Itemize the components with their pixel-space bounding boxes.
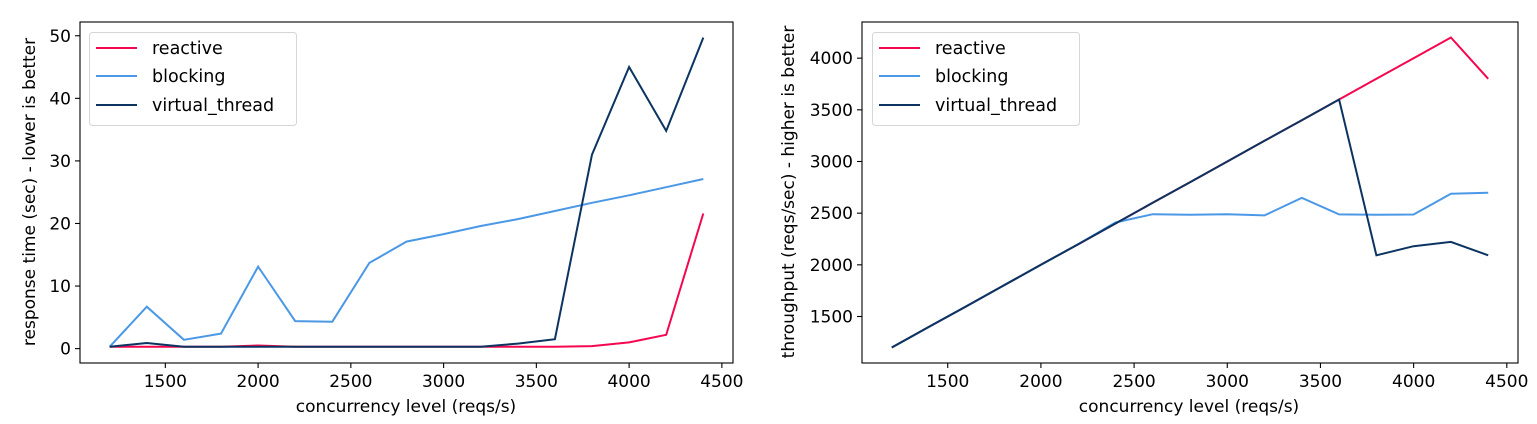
x-tick-label: 2500 xyxy=(1112,372,1155,392)
x-tick-label: 1500 xyxy=(144,372,187,392)
y-tick-label: 0 xyxy=(60,340,71,360)
legend-label-blocking: blocking xyxy=(935,67,1009,87)
y-tick-label: 4000 xyxy=(810,49,853,69)
throughput-plot-frame xyxy=(861,21,1519,364)
response-time-plot-frame xyxy=(79,21,734,364)
x-tick-label: 3000 xyxy=(422,372,465,392)
response-time-y-label: response time (sec) - lower is better xyxy=(20,38,40,346)
x-tick-label: 2000 xyxy=(236,372,279,392)
x-tick-label: 4000 xyxy=(1392,372,1435,392)
throughput-series xyxy=(891,36,1489,349)
x-tick-label: 2500 xyxy=(329,372,372,392)
legend-label-virtual-thread: virtual_thread xyxy=(935,96,1057,116)
x-tick-label: 4500 xyxy=(700,372,743,392)
throughput-y-label: throughput (reqs/sec) - higher is better xyxy=(779,26,799,359)
series-line-blocking xyxy=(108,178,704,348)
response-time-x-ticks: 1500 2000 2500 3000 3500 4000 4500 xyxy=(144,363,744,392)
legend-label-reactive: reactive xyxy=(152,39,223,59)
response-time-series xyxy=(108,37,705,348)
y-tick-label: 3000 xyxy=(810,153,853,173)
throughput-legend: reactive blocking virtual_thread xyxy=(872,32,1080,126)
y-tick-label: 40 xyxy=(49,89,71,109)
throughput-chart: 1500 2000 2500 3000 3500 4000 4500 1500 2000 250… xyxy=(779,21,1528,417)
throughput-y-ticks: 1500 2000 2500 3000 3500 4000 xyxy=(810,49,862,328)
x-tick-label: 3500 xyxy=(515,372,558,392)
legend-label-virtual-thread: virtual_thread xyxy=(152,96,274,116)
x-tick-label: 3000 xyxy=(1206,372,1249,392)
y-tick-label: 1500 xyxy=(810,308,853,328)
series-line-virtual-thread xyxy=(109,37,705,348)
legend-box xyxy=(872,32,1080,126)
y-tick-label: 2500 xyxy=(810,204,853,224)
y-tick-label: 50 xyxy=(49,27,71,47)
series-line-reactive xyxy=(109,213,705,348)
legend-label-blocking: blocking xyxy=(152,67,226,87)
y-tick-label: 2000 xyxy=(810,256,853,276)
y-tick-label: 10 xyxy=(49,277,71,297)
throughput-x-ticks: 1500 2000 2500 3000 3500 4000 4500 xyxy=(926,363,1528,392)
x-tick-label: 4000 xyxy=(607,372,650,392)
response-time-legend: reactive blocking virtual_thread xyxy=(89,32,297,126)
throughput-x-label: concurrency level (reqs/s) xyxy=(1079,397,1299,417)
response-time-chart: 1500 2000 2500 3000 3500 4000 4500 0 10 20 30 40 50… xyxy=(20,21,744,417)
x-tick-label: 1500 xyxy=(926,372,969,392)
legend-label-reactive: reactive xyxy=(935,39,1006,59)
y-tick-label: 30 xyxy=(49,152,71,172)
response-time-x-label: concurrency level (reqs/s) xyxy=(296,397,516,417)
x-tick-label: 4500 xyxy=(1485,372,1528,392)
x-tick-label: 3500 xyxy=(1299,372,1342,392)
legend-box xyxy=(89,32,297,126)
y-tick-label: 20 xyxy=(49,214,71,234)
series-line-virtual-thread xyxy=(891,97,1489,349)
x-tick-label: 2000 xyxy=(1019,372,1062,392)
response-time-y-ticks: 0 10 20 30 40 50 xyxy=(49,27,80,360)
y-tick-label: 3500 xyxy=(810,101,853,121)
series-line-blocking xyxy=(891,191,1489,349)
